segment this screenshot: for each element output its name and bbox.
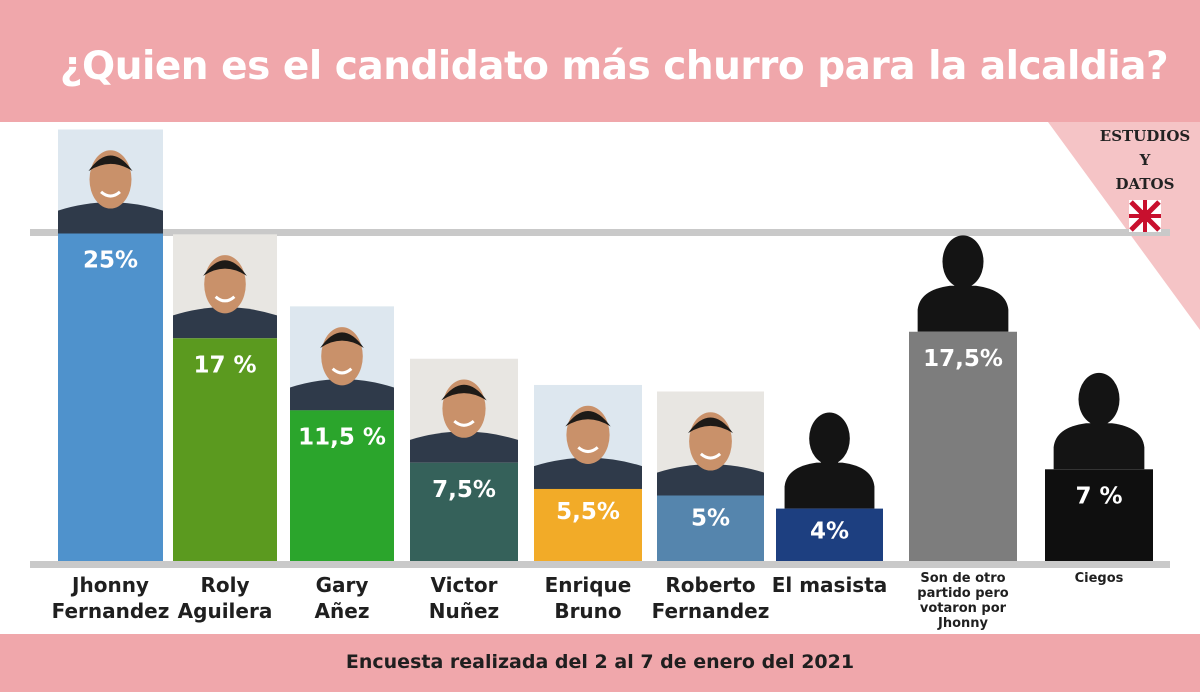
candidate-photo (577, 446, 599, 454)
bar (173, 338, 277, 561)
bar (909, 331, 1017, 561)
category-label: Fernandez (652, 599, 770, 623)
bar-value-label: 7,5% (432, 477, 496, 503)
bar-value-label: 11,5 % (298, 424, 386, 450)
category-label: votaron por (920, 601, 1007, 616)
category-label: Gary (316, 573, 369, 597)
candidate-photo (331, 367, 353, 375)
category-label: Fernandez (52, 599, 170, 623)
category-label: Jhonny (70, 573, 149, 597)
bar (410, 462, 518, 561)
bar-value-label: 17 % (193, 352, 256, 378)
category-label: Bruno (554, 599, 621, 623)
bar-value-label: 25% (83, 248, 138, 274)
category-label: partido pero (917, 586, 1008, 601)
header-banner (0, 0, 1200, 122)
category-label: Nuñez (429, 599, 499, 623)
category-label: Aguilera (178, 599, 273, 623)
bar-value-label: 17,5% (923, 346, 1003, 372)
category-label: Roly (200, 573, 249, 597)
candidate-photo (453, 419, 475, 427)
footer-banner (0, 634, 1200, 692)
brand-emblem-icon (1129, 200, 1161, 232)
bar-value-label: 5% (691, 506, 730, 532)
bar (290, 410, 394, 561)
bar-value-label: 4% (810, 519, 849, 545)
category-label: Son de otro (920, 571, 1005, 586)
survey-footnote: Encuesta realizada del 2 al 7 de enero d… (345, 651, 855, 673)
brand-line-3: DATOS (1115, 175, 1175, 193)
bar (58, 233, 163, 561)
bar-value-label: 5,5% (556, 499, 620, 525)
category-label: Ciegos (1075, 571, 1124, 586)
bar-value-label: 7 % (1075, 483, 1122, 509)
category-label: Enrique (545, 573, 632, 597)
bar (776, 508, 883, 561)
brand-line-1: ESTUDIOS (1099, 127, 1191, 145)
chart-title: ¿Quien es el candidato más churro para l… (59, 44, 1169, 89)
bar (1045, 469, 1153, 561)
candidate-photo (214, 295, 236, 303)
category-label: Roberto (665, 573, 755, 597)
bar (657, 495, 764, 561)
category-label: Victor (430, 573, 497, 597)
bar (534, 488, 642, 561)
category-label: Añez (315, 599, 370, 623)
category-label: Jhonny (937, 616, 989, 631)
brand-line-2: Y (1139, 151, 1151, 169)
brand-logo: ESTUDIOS Y DATOS (1090, 124, 1200, 234)
category-label: El masista (772, 573, 888, 597)
candidate-photo (100, 190, 121, 198)
bar-group: 7 % Ciegos (1045, 372, 1153, 586)
bar-group: 4% El masista (772, 412, 888, 597)
candidate-photo (699, 452, 722, 460)
